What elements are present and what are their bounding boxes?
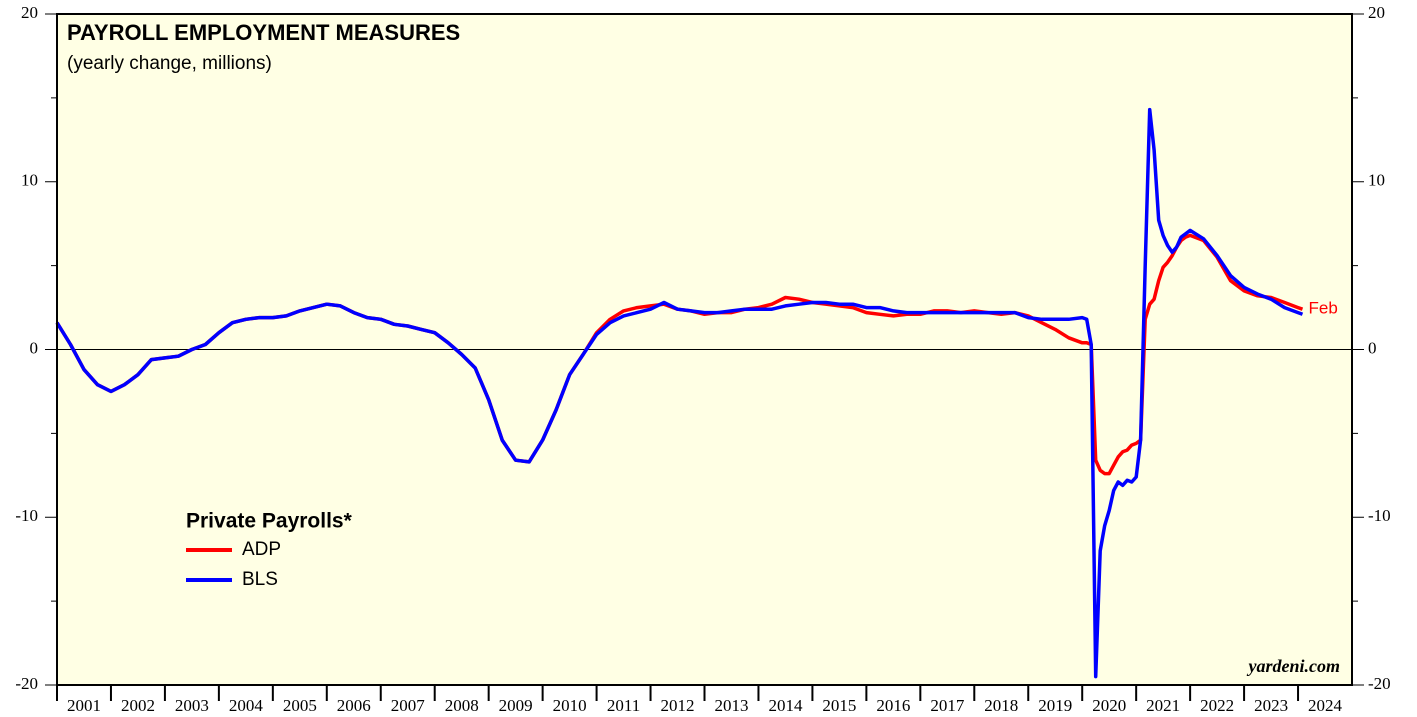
y2-tick-label: 0: [1368, 338, 1377, 357]
chart-subtitle: (yearly change, millions): [67, 53, 272, 74]
x-tick-label: 2004: [229, 696, 264, 715]
x-tick-label: 2003: [175, 696, 209, 715]
x-tick-label: 2023: [1254, 696, 1288, 715]
legend-label: ADP: [242, 539, 281, 560]
y2-tick-label: -20: [1368, 674, 1391, 693]
x-tick-label: 2002: [121, 696, 155, 715]
y-tick-label: -10: [15, 506, 38, 525]
x-tick-label: 2017: [930, 696, 965, 715]
x-tick-label: 2019: [1038, 696, 1072, 715]
x-tick-label: 2009: [499, 696, 533, 715]
x-tick-label: 2006: [337, 696, 371, 715]
y-tick-label: -20: [15, 674, 38, 693]
y-tick-label: 20: [21, 3, 38, 22]
x-tick-label: 2013: [714, 696, 748, 715]
x-tick-label: 2010: [553, 696, 587, 715]
x-tick-label: 2022: [1200, 696, 1234, 715]
x-tick-label: 2012: [661, 696, 695, 715]
y-tick-label: 0: [30, 338, 39, 357]
x-tick-label: 2018: [984, 696, 1018, 715]
chart-title: PAYROLL EMPLOYMENT MEASURES: [67, 20, 460, 45]
y2-tick-label: 10: [1368, 171, 1385, 190]
x-tick-label: 2011: [607, 696, 640, 715]
x-tick-label: 2001: [67, 696, 101, 715]
x-tick-label: 2021: [1146, 696, 1180, 715]
y2-tick-label: 20: [1368, 3, 1385, 22]
x-tick-label: 2007: [391, 696, 426, 715]
x-tick-label: 2008: [445, 696, 479, 715]
x-tick-label: 2016: [876, 696, 910, 715]
legend-label: BLS: [242, 569, 278, 590]
annotation: Feb: [1309, 299, 1338, 318]
plot-layer: [55, 107, 1352, 679]
x-tick-label: 2005: [283, 696, 317, 715]
x-tick-label: 2024: [1308, 696, 1343, 715]
line-series: [55, 107, 1304, 679]
y2-tick-label: -10: [1368, 506, 1391, 525]
x-tick-label: 2014: [768, 696, 803, 715]
x-tick-label: 2015: [822, 696, 856, 715]
y-tick-label: 10: [21, 171, 38, 190]
source: yardeni.com: [1247, 656, 1341, 676]
x-tick-label: 2020: [1092, 696, 1126, 715]
legend-title: Private Payrolls*: [186, 510, 353, 533]
